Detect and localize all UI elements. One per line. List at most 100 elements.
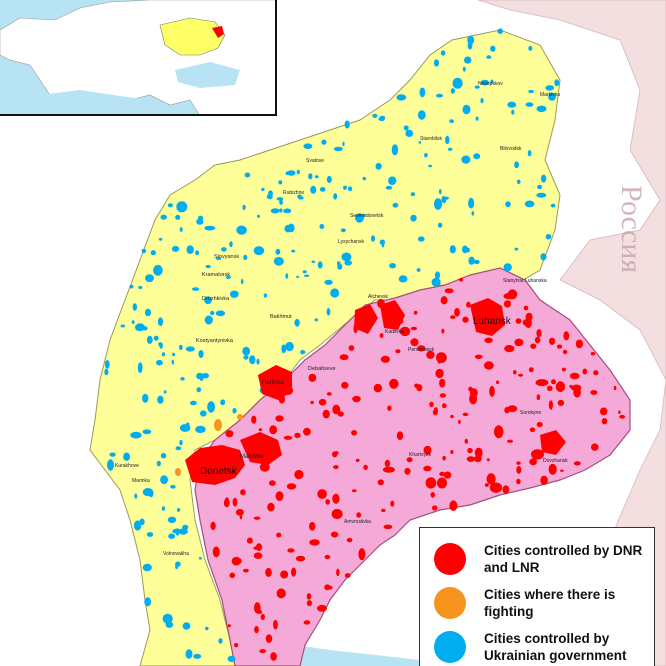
city-blob — [563, 331, 570, 341]
city-blob — [441, 328, 445, 334]
city-blob — [450, 315, 456, 319]
city-blob — [503, 300, 512, 308]
city-blob — [336, 568, 340, 577]
city-blob — [442, 403, 447, 409]
city-blob — [348, 186, 353, 192]
city-blob — [130, 431, 142, 439]
city-blob — [171, 359, 174, 365]
city-blob — [109, 452, 116, 457]
city-blob — [474, 85, 480, 89]
city-blob — [205, 626, 209, 631]
city-blob — [361, 213, 365, 218]
city-blob — [405, 129, 414, 137]
city-blob — [344, 120, 350, 129]
city-blob — [505, 201, 511, 208]
city-blob — [283, 208, 292, 214]
city-blob — [380, 355, 390, 363]
city-blob — [218, 638, 223, 644]
city-blob — [306, 593, 312, 600]
label-stanytsia: Stanytsia Luhanska — [503, 278, 547, 284]
city-blob — [371, 235, 375, 242]
city-blob — [462, 412, 469, 417]
city-blob — [179, 439, 183, 446]
city-blob — [557, 399, 565, 406]
city-blob — [423, 445, 432, 455]
legend-swatch-blue — [434, 631, 466, 663]
city-blob — [178, 344, 183, 351]
city-blob — [410, 214, 417, 222]
city-blob — [466, 301, 471, 308]
city-blob — [317, 489, 327, 499]
city-blob — [514, 247, 519, 251]
city-blob — [129, 284, 134, 289]
city-blob — [160, 214, 167, 220]
city-blob — [540, 253, 547, 261]
city-blob — [468, 256, 475, 265]
city-blob — [285, 341, 294, 352]
city-blob — [516, 461, 521, 465]
city-blob — [341, 252, 352, 262]
city-blob — [207, 401, 216, 413]
city-blob — [229, 572, 236, 579]
city-blob — [468, 197, 475, 209]
city-blob — [333, 193, 338, 200]
label-kostyantynivka: Kostyantynivka — [196, 338, 234, 344]
inset-ukraine — [159, 17, 226, 56]
city-blob — [537, 184, 543, 190]
city-blob — [256, 358, 260, 365]
city-blob — [440, 296, 448, 305]
city-blob — [434, 271, 441, 280]
city-blob — [294, 469, 304, 480]
city-blob — [297, 194, 302, 199]
city-blob — [175, 564, 179, 570]
label-kramatorsk: Kramatorsk — [202, 272, 230, 278]
legend-label: Cities where there is fighting — [484, 587, 616, 619]
city-blob — [571, 385, 576, 391]
dovzhansk-city-area — [540, 430, 566, 455]
city-blob — [468, 386, 473, 392]
city-blob — [175, 528, 180, 536]
city-blob — [358, 548, 366, 561]
city-blob — [134, 493, 138, 499]
city-blob — [425, 477, 437, 489]
city-blob — [514, 338, 524, 347]
city-blob — [296, 169, 300, 175]
city-blob — [396, 94, 407, 101]
city-blob — [536, 421, 543, 428]
city-blob — [153, 335, 159, 341]
city-blob — [322, 409, 330, 419]
city-blob — [204, 296, 212, 305]
city-blob — [333, 465, 339, 470]
city-blob — [286, 483, 297, 490]
city-blob — [232, 497, 238, 507]
city-blob — [285, 273, 289, 279]
city-blob — [618, 410, 621, 414]
europe-inset-map — [0, 0, 277, 116]
city-blob — [504, 345, 515, 353]
city-blob — [430, 492, 436, 498]
city-blob — [384, 459, 391, 467]
city-blob — [172, 352, 176, 357]
city-blob — [332, 493, 340, 504]
city-blob — [454, 307, 460, 317]
city-blob — [523, 305, 529, 311]
label-debaltseve: Debaltseve — [308, 366, 336, 372]
city-blob — [131, 320, 135, 324]
city-blob — [341, 381, 349, 389]
city-blob — [311, 260, 316, 263]
city-blob — [216, 257, 222, 260]
city-blob — [176, 201, 188, 213]
label-rubizhne: Rubizhne — [283, 190, 304, 196]
city-blob — [314, 175, 319, 179]
city-blob — [524, 317, 532, 328]
fighting-city — [237, 414, 243, 420]
city-blob — [548, 400, 554, 410]
city-blob — [150, 250, 156, 256]
city-blob — [613, 385, 617, 391]
city-blob — [449, 119, 454, 124]
city-blob — [306, 600, 312, 607]
city-blob — [416, 268, 421, 272]
city-blob — [507, 405, 518, 413]
city-blob — [332, 404, 341, 415]
